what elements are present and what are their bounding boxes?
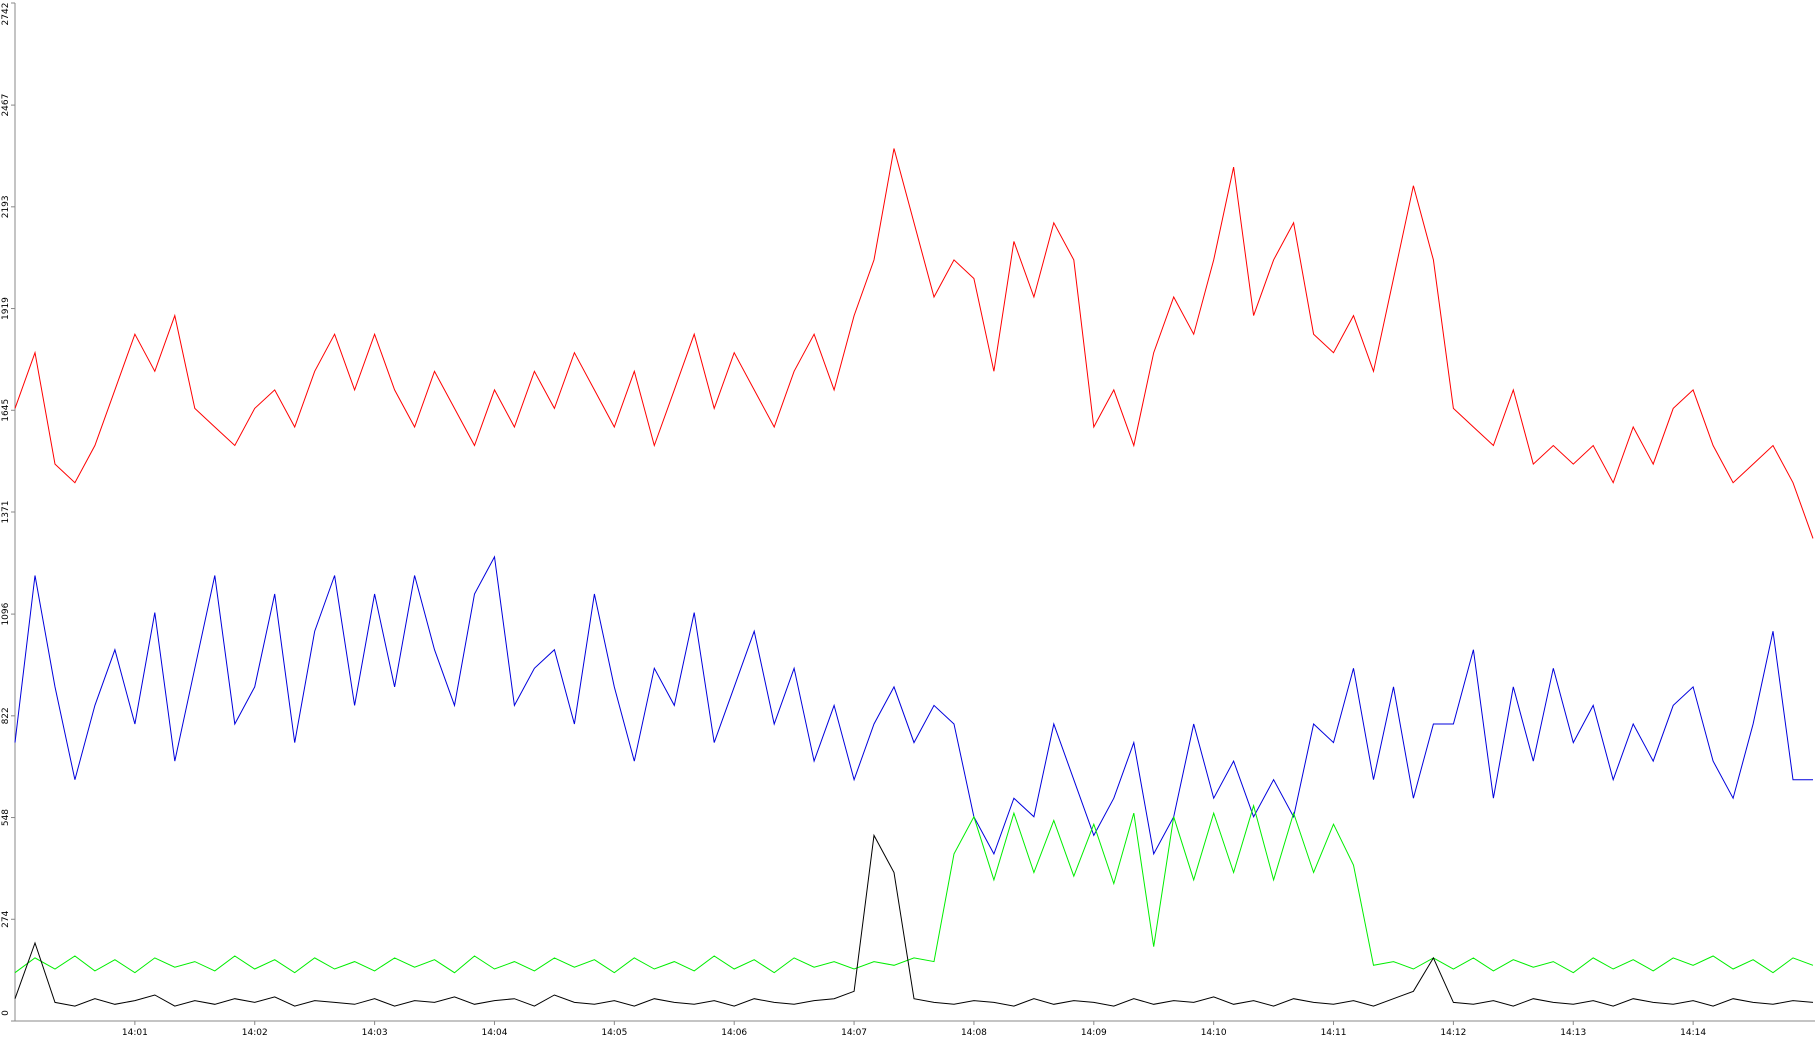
x-tick-label: 14:14 [1680, 1028, 1706, 1038]
series-line [14, 803, 1814, 974]
x-tick-label: 14:13 [1560, 1028, 1586, 1038]
x-tick-label: 14:06 [721, 1028, 747, 1038]
x-tick-label: 14:02 [242, 1028, 268, 1038]
y-tick-label: 2467 [1, 94, 11, 117]
x-tick-label: 14:03 [362, 1028, 388, 1038]
x-tick-label: 14:11 [1321, 1028, 1347, 1038]
x-tick-label: 14:10 [1201, 1028, 1227, 1038]
x-tick-label: 14:04 [481, 1028, 507, 1038]
y-tick-label: 1371 [1, 501, 11, 524]
x-tick-label: 14:07 [841, 1028, 867, 1038]
x-tick-label: 14:01 [122, 1028, 148, 1038]
y-tick-label: 2193 [1, 195, 11, 218]
y-tick-label: 1096 [1, 602, 11, 625]
x-tick-label: 14:08 [961, 1028, 987, 1038]
y-tick-label: 1919 [1, 297, 11, 320]
y-tick-label: 548 [1, 809, 11, 826]
series-line [14, 148, 1814, 539]
y-tick-label: 822 [1, 707, 11, 724]
y-tick-label: 1645 [1, 399, 11, 422]
y-tick-label: 274 [1, 910, 11, 927]
series-line [14, 555, 1813, 856]
x-tick-label: 14:09 [1081, 1028, 1107, 1038]
series-line [14, 833, 1814, 1007]
x-tick-label: 14:12 [1440, 1028, 1466, 1038]
y-tick-label: 0 [1, 1010, 11, 1016]
x-tick-label: 14:05 [601, 1028, 627, 1038]
y-tick-label: 2742 [1, 3, 11, 26]
